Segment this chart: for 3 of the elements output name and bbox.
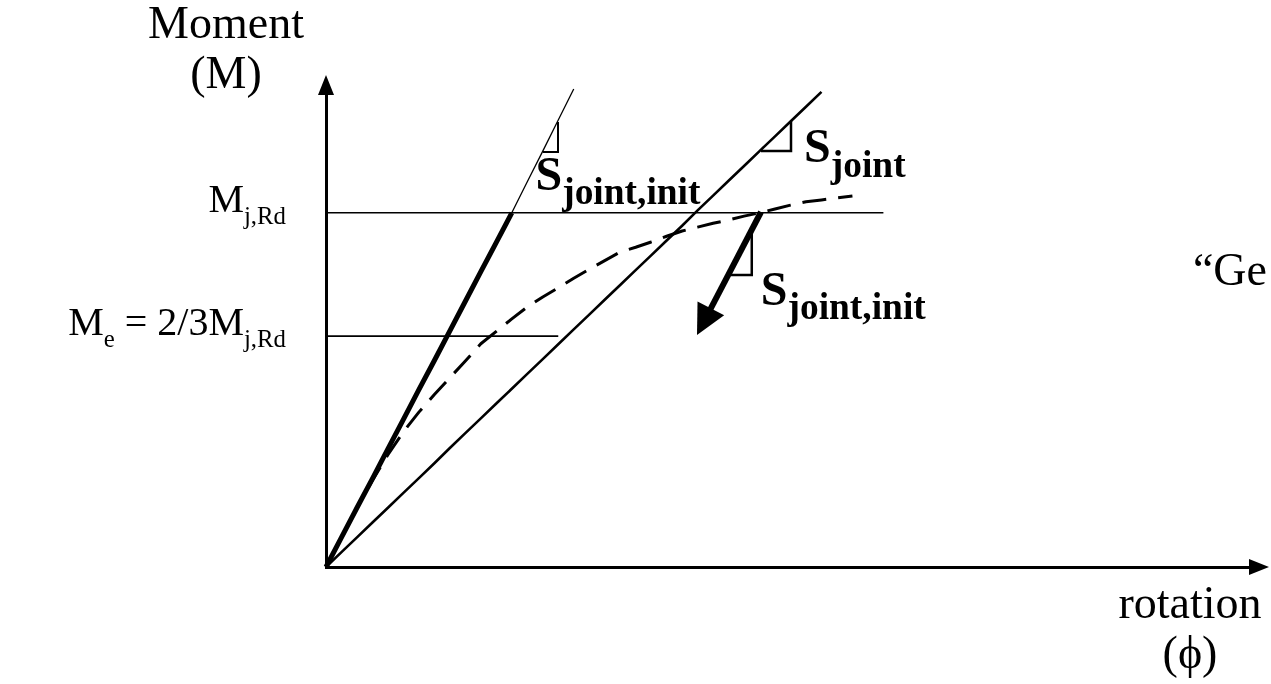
x-axis-title: rotation (ϕ)	[1118, 577, 1262, 678]
y-axis-title: Moment (M)	[148, 0, 305, 98]
annotation: “Ge	[1192, 243, 1268, 295]
